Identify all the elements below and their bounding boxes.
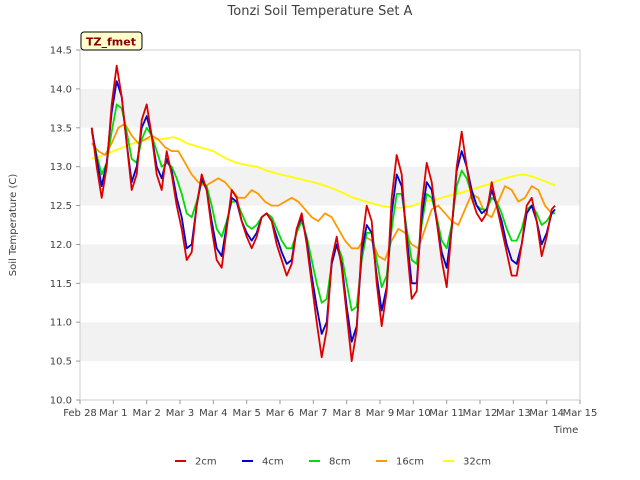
legend-label-4cm: 4cm [262, 457, 284, 468]
x-tick-label: Mar 2 [132, 408, 160, 419]
y-tick-label: 10.5 [50, 357, 72, 368]
y-tick-label: 10.0 [50, 396, 72, 407]
grid-bands [80, 50, 580, 400]
y-tick-label: 13.5 [50, 123, 72, 134]
annotation-box: TZ_fmet [80, 31, 143, 51]
y-tick-label: 11.5 [50, 279, 72, 290]
x-tick-label: Mar 9 [366, 408, 394, 419]
x-tick-label: Mar 4 [199, 408, 227, 419]
y-axis-label: Soil Temperature (C) [8, 174, 19, 277]
legend-label-16cm: 16cm [396, 457, 424, 468]
x-tick-label: Mar 7 [299, 408, 327, 419]
grid-band [80, 322, 580, 362]
series-line-32cm [91, 136, 556, 209]
y-tick-label: 11.0 [50, 318, 72, 329]
x-tick-label: Mar 6 [266, 408, 294, 419]
plot-frame [79, 49, 581, 401]
x-tick-label: Mar 5 [232, 408, 260, 419]
chart-title: Tonzi Soil Temperature Set A [227, 4, 413, 19]
series-line-2cm [90, 64, 556, 362]
grid-band [80, 88, 580, 128]
legend-label-2cm: 2cm [195, 457, 217, 468]
y-tick-label: 13.0 [50, 162, 72, 173]
x-tick-label: Mar 13 [496, 408, 531, 419]
annotation-label: TZ_fmet [86, 36, 136, 49]
y-tick-label: 14.5 [50, 46, 72, 57]
x-tick-label: Mar 3 [166, 408, 194, 419]
grid-band [80, 127, 580, 167]
grid-band [80, 361, 580, 400]
legend-label-32cm: 32cm [463, 457, 491, 468]
x-tick-label: Mar 1 [99, 408, 127, 419]
x-axis-ticks: Feb 28 Mar 1 Mar 2 Mar 3 Mar 4 Mar 5 Mar 6 Mar … [63, 400, 597, 419]
grid-band [80, 205, 580, 245]
series-lines [90, 64, 556, 362]
x-tick-label: Mar 14 [529, 408, 564, 419]
x-axis-label: Time [553, 425, 578, 436]
x-tick-label: Mar 8 [332, 408, 360, 419]
legend: 2cm 4cm 8cm 16cm 32cm [175, 457, 491, 468]
x-tick-label: Mar 12 [463, 408, 498, 419]
x-tick-label: Mar 11 [429, 408, 464, 419]
y-axis-ticks: 10.0 10.5 11.0 11.5 12.0 12.5 13.0 13.5 14.0 14.5 [50, 46, 80, 407]
y-tick-label: 14.0 [50, 84, 72, 95]
y-tick-label: 12.5 [50, 201, 72, 212]
x-tick-label: Feb 28 [63, 408, 97, 419]
x-tick-label: Mar 15 [563, 408, 598, 419]
y-tick-label: 12.0 [50, 240, 72, 251]
series-line-16cm [91, 123, 556, 261]
grid-band [80, 50, 580, 89]
annotation-background [80, 31, 143, 51]
x-tick-label: Mar 10 [396, 408, 431, 419]
legend-label-8cm: 8cm [329, 457, 351, 468]
